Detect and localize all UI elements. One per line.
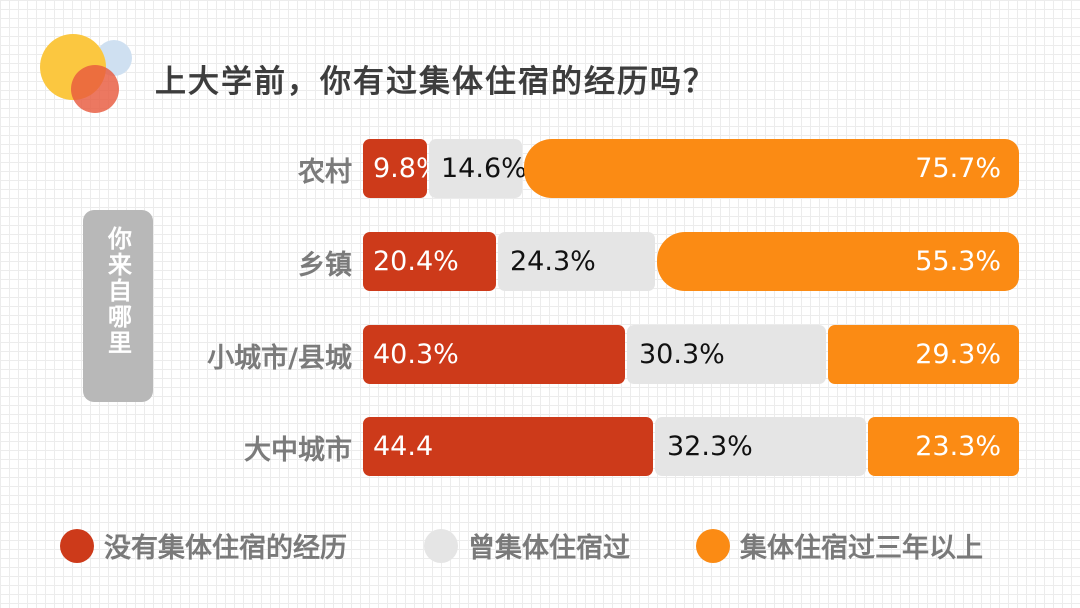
bar-segment-over-three-years: 75.7%: [524, 139, 1019, 198]
legend-dot-red-icon: [60, 528, 94, 563]
legend: 没有集体住宿的经历 曾集体住宿过 集体住宿过三年以上: [60, 526, 1080, 566]
value-label: 24.3%: [510, 246, 596, 277]
bar-segment-over-three-years: 29.3%: [828, 325, 1019, 384]
value-label: 30.3%: [639, 339, 725, 370]
bar-row-township: 20.4% 24.3% 55.3%: [363, 232, 1019, 291]
value-label: 29.3%: [915, 339, 1001, 370]
value-label: 23.3%: [915, 431, 1001, 462]
y-axis-label: 你来自哪里: [103, 226, 132, 356]
row-label-big-city: 大中城市: [244, 435, 352, 466]
bar-segment-no-experience: 9.8%: [363, 139, 442, 198]
y-axis-label-tag: 你来自哪里: [83, 210, 153, 402]
bar-row-small-city: 40.3% 30.3% 29.3%: [363, 325, 1019, 384]
row-label-township: 乡镇: [298, 250, 352, 281]
value-label: 40.3%: [373, 339, 459, 370]
value-label: 75.7%: [915, 153, 1001, 184]
legend-dot-gray-icon: [424, 528, 458, 563]
chart-title: 上大学前，你有过集体住宿的经历吗？: [155, 64, 716, 100]
bar-segment-no-experience: 44.4: [363, 417, 653, 476]
value-label: 32.3%: [667, 431, 753, 462]
legend-label: 没有集体住宿的经历: [104, 533, 347, 564]
legend-item-no-experience: 没有集体住宿的经历: [60, 526, 347, 565]
legend-item-had-experience: 曾集体住宿过: [424, 526, 630, 565]
logo-circles: [38, 34, 138, 116]
legend-label: 曾集体住宿过: [468, 533, 630, 564]
bar-segment-over-three-years: 23.3%: [868, 417, 1019, 476]
bar-segment-had-experience: 32.3%: [655, 417, 866, 476]
bar-segment-over-three-years: 55.3%: [657, 232, 1019, 291]
value-label: 55.3%: [915, 246, 1001, 277]
value-label: 44.4: [373, 431, 434, 462]
logo-red-circle: [71, 65, 119, 113]
bar-segment-no-experience: 20.4%: [363, 232, 496, 291]
row-label-rural: 农村: [298, 157, 352, 188]
bar-segment-had-experience: 14.6%: [429, 139, 527, 198]
bar-row-big-city: 44.4 32.3% 23.3%: [363, 417, 1019, 476]
legend-label: 集体住宿过三年以上: [740, 533, 983, 564]
value-label: 14.6%: [441, 153, 527, 184]
row-label-small-city: 小城市/县城: [207, 343, 352, 374]
bar-segment-no-experience: 40.3%: [363, 325, 625, 384]
bar-segment-had-experience: 24.3%: [498, 232, 655, 291]
bar-row-rural: 9.8% 14.6% 75.7%: [363, 139, 1019, 198]
bar-segment-had-experience: 30.3%: [627, 325, 826, 384]
legend-dot-orange-icon: [696, 528, 730, 563]
value-label: 20.4%: [373, 246, 459, 277]
legend-item-over-three-years: 集体住宿过三年以上: [696, 526, 983, 565]
